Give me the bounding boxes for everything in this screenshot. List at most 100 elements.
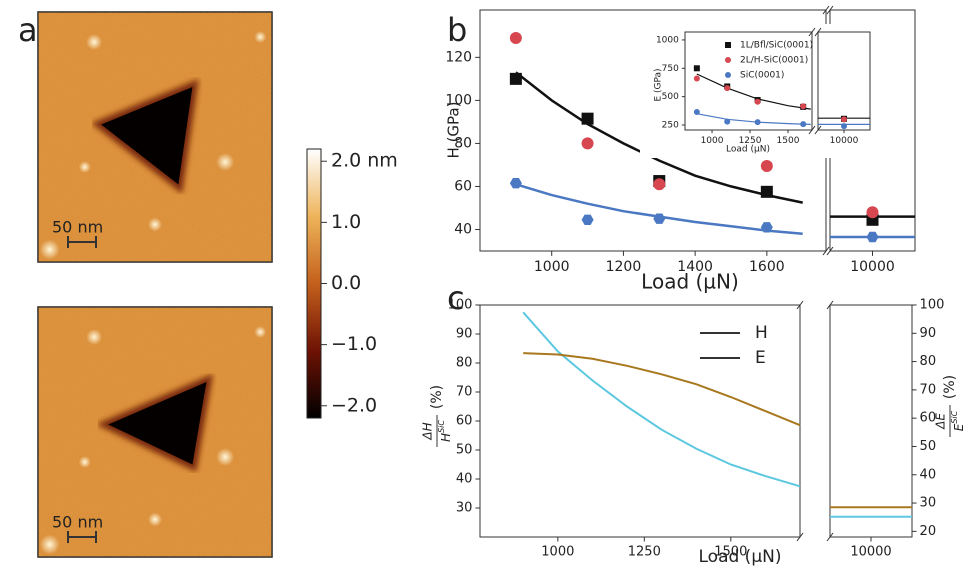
marker — [866, 206, 879, 219]
colorbar — [306, 148, 322, 419]
y-tick-label: 50 — [456, 443, 473, 458]
y-label-numerator: ΔH — [421, 422, 435, 440]
legend-label: SiC(0001) — [740, 71, 784, 81]
x-tick-label: 1250 — [628, 544, 661, 559]
axis-break — [822, 5, 830, 15]
x-tick-label: 10000 — [850, 544, 891, 559]
y2-tick-label: 80 — [920, 354, 937, 369]
y-label-denominator: HSiC — [437, 420, 453, 442]
y-tick-label: 40 — [456, 472, 473, 487]
x-tick-label: 1500 — [777, 136, 800, 146]
afm-particle — [216, 448, 235, 466]
y2-tick-label: 90 — [920, 326, 937, 341]
y-axis-label: H (GPa) — [445, 102, 463, 159]
axis-break — [826, 246, 834, 256]
indent — [108, 382, 207, 465]
marker — [693, 75, 700, 82]
y-axis-label: ΔE ESiC(%) — [934, 375, 965, 437]
marker — [653, 178, 666, 191]
afm-particle — [254, 326, 267, 338]
legend-label: 2L/H-SiC(0001) — [740, 56, 808, 66]
marker — [754, 98, 761, 105]
marker — [841, 116, 847, 123]
marker — [509, 178, 522, 189]
marker — [760, 160, 773, 173]
y-label-numerator: ΔE — [934, 413, 948, 430]
marker — [724, 118, 731, 125]
y-tick-label: 90 — [456, 327, 473, 342]
panel-label: c — [447, 279, 465, 317]
x-axis-label: Load (µN) — [699, 547, 782, 567]
marker — [581, 137, 594, 150]
y-label-denominator: ESiC — [950, 410, 965, 431]
fit-line — [515, 71, 803, 204]
axis-break — [814, 125, 822, 135]
x-tick-label: 1600 — [749, 259, 785, 275]
scale-bar-label: 50 nm — [52, 218, 103, 237]
y-tick-label: 100 — [448, 298, 473, 313]
afm-particle — [39, 239, 60, 260]
marker — [581, 214, 594, 225]
axis-break — [796, 532, 804, 542]
x-tick-label: 1000 — [541, 544, 574, 559]
legend-label: H — [755, 323, 768, 343]
colorbar-tick-label: −2.0 — [331, 394, 377, 416]
afm-particle — [216, 153, 235, 171]
afm-particle — [148, 512, 162, 527]
fit-line — [515, 183, 803, 236]
marker — [653, 213, 666, 224]
marker — [581, 112, 594, 125]
axis-break — [808, 125, 816, 135]
marker — [800, 103, 807, 110]
afm-particle — [78, 456, 91, 468]
axis-break — [826, 532, 834, 542]
y-tick-label: 100 — [445, 92, 472, 108]
x-tick-label: 1400 — [677, 259, 713, 275]
series-line — [522, 311, 912, 518]
x-tick-label: 10000 — [850, 259, 895, 275]
y-tick-label: 60 — [456, 414, 473, 429]
y-label-superscript: SiC — [950, 410, 959, 423]
x-tick-label: 1200 — [606, 259, 642, 275]
y-tick-label: 120 — [445, 49, 472, 65]
y-axis-label: ΔH HSiC (%) — [421, 385, 453, 447]
afm-particle — [39, 534, 60, 555]
series-line — [523, 352, 912, 509]
y2-tick-label: 70 — [920, 382, 937, 397]
marker — [760, 185, 773, 198]
afm-particle — [254, 31, 267, 43]
plot-frame — [479, 304, 801, 538]
legend-label: 1L/Bfl/SiC(0001) — [740, 41, 813, 51]
marker — [693, 108, 700, 115]
axis-break — [796, 300, 804, 310]
x-axis-label: Load (µN) — [641, 270, 739, 294]
marker — [693, 65, 700, 72]
colorbar-tick-label: 2.0 nm — [331, 150, 398, 172]
axis-break — [826, 300, 834, 310]
y-tick-label: 80 — [454, 135, 472, 151]
y-tick-label: 1000 — [656, 35, 679, 45]
marker — [866, 231, 879, 243]
y2-tick-label: 50 — [920, 439, 937, 454]
y-label-unit: (%) — [429, 385, 445, 409]
indent — [101, 87, 193, 185]
legend-marker — [725, 57, 731, 63]
x-tick-label: 1000 — [534, 259, 570, 275]
x-tick-label: 1500 — [714, 544, 747, 559]
colorbar-tick-label: −1.0 — [331, 333, 377, 355]
scale-bar-label: 50 nm — [52, 513, 103, 532]
colorbar-tick-label: 1.0 — [331, 211, 361, 233]
y-tick-label: 80 — [456, 356, 473, 371]
y-tick-label: 500 — [662, 92, 679, 102]
afm-particle — [78, 161, 91, 173]
legend-marker — [725, 72, 731, 78]
x-axis-label: Load (µN) — [726, 145, 770, 155]
afm-particle — [148, 217, 162, 232]
legend-marker — [725, 42, 731, 48]
y-tick-label: 30 — [456, 501, 473, 516]
legend-label: E — [755, 348, 766, 368]
afm-particle — [86, 329, 103, 345]
y2-tick-label: 20 — [920, 524, 937, 539]
y-tick-label: 250 — [662, 121, 679, 131]
